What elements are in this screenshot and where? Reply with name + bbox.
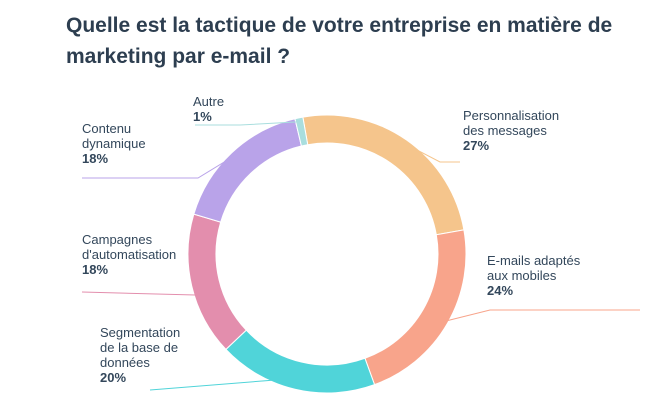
label-segmentation-value: 20% [100, 370, 127, 385]
slice-autre [294, 116, 309, 147]
leader-line-personnalisation [404, 142, 460, 163]
slice-emails-mobiles [364, 229, 467, 386]
label-autre-value: 1% [193, 109, 212, 124]
label-emails-mobiles-value: 24% [487, 283, 514, 298]
leader-line-segmentation [149, 379, 296, 391]
leader-line-emails-mobiles [443, 309, 640, 322]
leader-line-campagnes [81, 285, 197, 296]
label-autre: Autre 1% [193, 94, 224, 124]
label-campagnes-name: Campagnes d'automatisation [82, 232, 177, 262]
label-emails-mobiles-name: E-mails adaptés aux mobiles [487, 253, 581, 283]
label-campagnes-value: 18% [82, 262, 109, 277]
label-segmentation: Segmentation de la base de données 20% [100, 325, 180, 385]
label-personnalisation-value: 27% [463, 138, 490, 153]
leader-line-autre [195, 121, 300, 126]
slice-segmentation [225, 329, 376, 394]
slice-personnalisation [302, 114, 465, 236]
label-contenu: Contenu dynamique 18% [82, 121, 146, 166]
leader-line-contenu [82, 155, 235, 179]
slice-campagnes [187, 213, 247, 351]
label-segmentation-name: Segmentation de la base de données [100, 325, 181, 370]
label-personnalisation: Personnalisation des messages 27% [463, 108, 559, 153]
label-autre-name: Autre [193, 94, 225, 109]
label-emails-mobiles: E-mails adaptés aux mobiles 24% [487, 253, 580, 298]
label-contenu-name: Contenu dynamique [82, 121, 146, 151]
label-campagnes: Campagnes d'automatisation 18% [82, 232, 176, 277]
label-personnalisation-name: Personnalisation des messages [463, 108, 560, 138]
chart-title: Quelle est la tactique de votre entrepri… [66, 14, 613, 68]
label-contenu-value: 18% [82, 151, 109, 166]
